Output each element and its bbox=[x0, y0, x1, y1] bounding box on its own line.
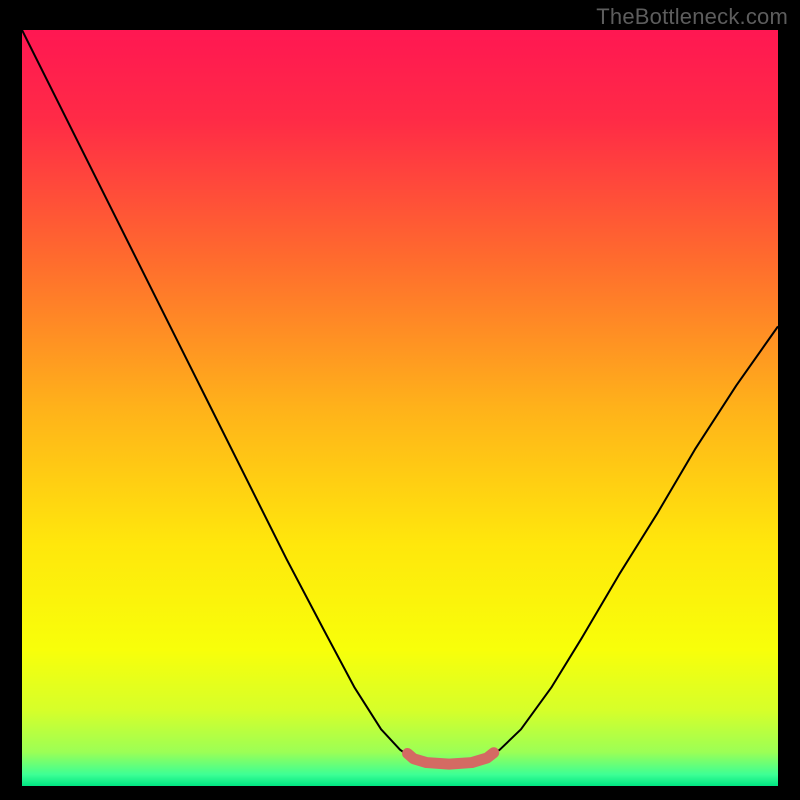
chart-svg bbox=[22, 30, 778, 786]
chart-frame: TheBottleneck.com bbox=[0, 0, 800, 800]
watermark-text: TheBottleneck.com bbox=[596, 4, 788, 30]
chart-plot-area bbox=[22, 30, 778, 786]
chart-background bbox=[22, 30, 778, 786]
